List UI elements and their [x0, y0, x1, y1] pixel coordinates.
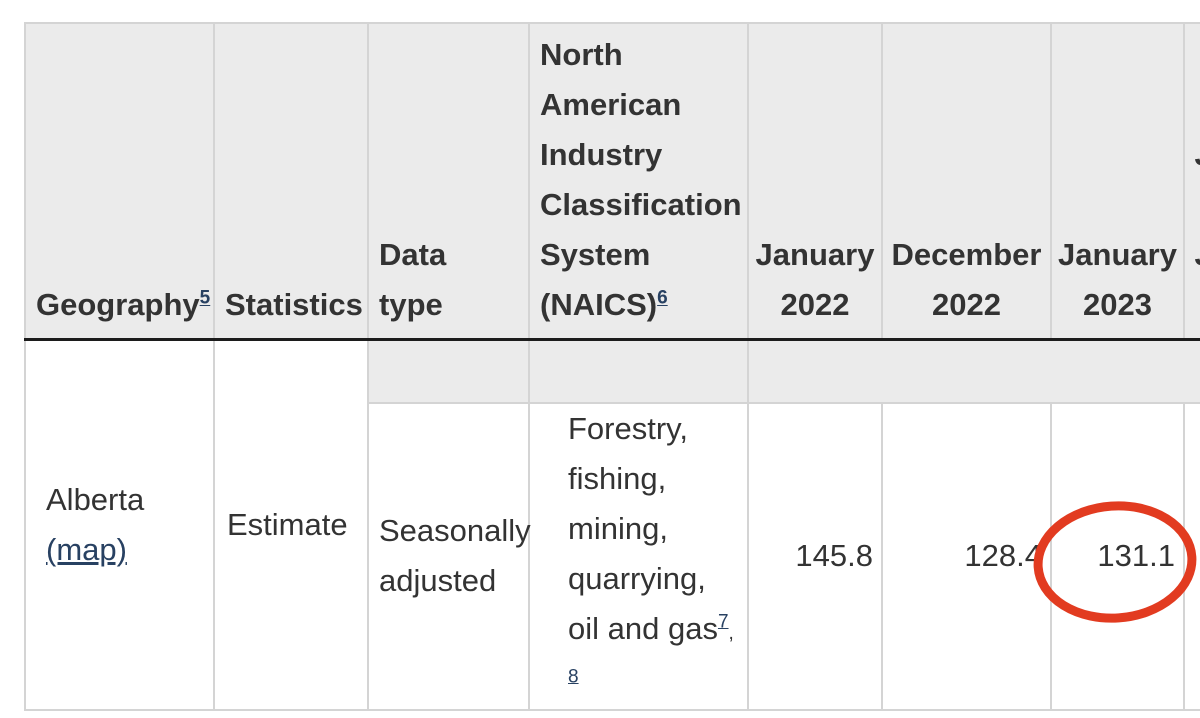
cell-value-change-cutoff	[1183, 401, 1200, 711]
col-header-january-2022: January 2022	[747, 22, 883, 341]
footnote-6-sup: 6	[657, 288, 668, 309]
change-column-header-label: January 2022 to January 2023	[1195, 137, 1200, 322]
naics-header-label: North American Industry Classification S…	[540, 37, 742, 322]
footnote-7-sup: 7	[718, 611, 729, 632]
cell-value-december-2022: 128.4	[881, 401, 1052, 711]
cell-geography-alberta: Alberta (map)	[24, 338, 215, 711]
footnote-5-sup: 5	[200, 288, 211, 309]
statistics-value: Estimate	[227, 506, 348, 542]
footnote-8-link[interactable]: 8	[568, 666, 579, 688]
subheader-cell-data-type	[367, 338, 530, 404]
cell-data-type: Seasonally adjusted	[367, 401, 531, 711]
col-header-statistics: Statistics	[213, 22, 369, 341]
data-type-header-label: Data type	[379, 237, 447, 322]
geography-name: Alberta	[46, 481, 145, 517]
col-header-naics: North American Industry Classification S…	[528, 22, 749, 341]
col-header-geography: Geography5	[24, 22, 215, 341]
cell-value-january-2022: 145.8	[747, 401, 883, 711]
col-header-january-2023: January 2023	[1050, 22, 1185, 341]
col-header-change-cutoff: January 2022 to January 2023	[1183, 22, 1200, 341]
header-row: Geography5 Statistics Data type North Am…	[24, 22, 1200, 341]
january-2023-header-label: January 2023	[1058, 237, 1177, 322]
subheader-cell-naics	[528, 338, 749, 404]
footnote-5-link[interactable]: 5	[199, 287, 211, 309]
subheader-row: Alberta (map) Estimate	[24, 338, 1200, 711]
january-2023-value: 131.1	[1097, 538, 1175, 573]
geography-header-label: Geography	[36, 287, 200, 322]
statcan-data-table: Geography5 Statistics Data type North Am…	[24, 22, 1200, 711]
footnote-7-link[interactable]: 7	[717, 611, 729, 633]
col-header-december-2022: December 2022	[881, 22, 1052, 341]
map-link-line: (map)	[46, 525, 203, 575]
cell-statistics-estimate: Estimate	[213, 338, 369, 711]
footnote-6-link[interactable]: 6	[657, 287, 668, 309]
footnote-separator: ,	[728, 622, 734, 644]
col-header-data-type: Data type	[367, 22, 530, 341]
map-link[interactable]: (map)	[46, 531, 127, 567]
naics-industry-text: Forestry, fishing, mining, quarrying, oi…	[568, 410, 718, 646]
january-2022-header-label: January 2022	[755, 237, 875, 322]
cell-naics-industry: Forestry, fishing, mining, quarrying, oi…	[528, 401, 749, 711]
statistics-header-label: Statistics	[225, 287, 363, 322]
footnote-8-sup: 8	[568, 666, 579, 687]
december-2022-header-label: December 2022	[891, 237, 1042, 322]
statcan-table-container: Geography5 Statistics Data type North Am…	[24, 22, 1200, 711]
cell-value-january-2023: 131.1	[1033, 401, 1197, 711]
subheader-cell-values	[747, 338, 1200, 404]
